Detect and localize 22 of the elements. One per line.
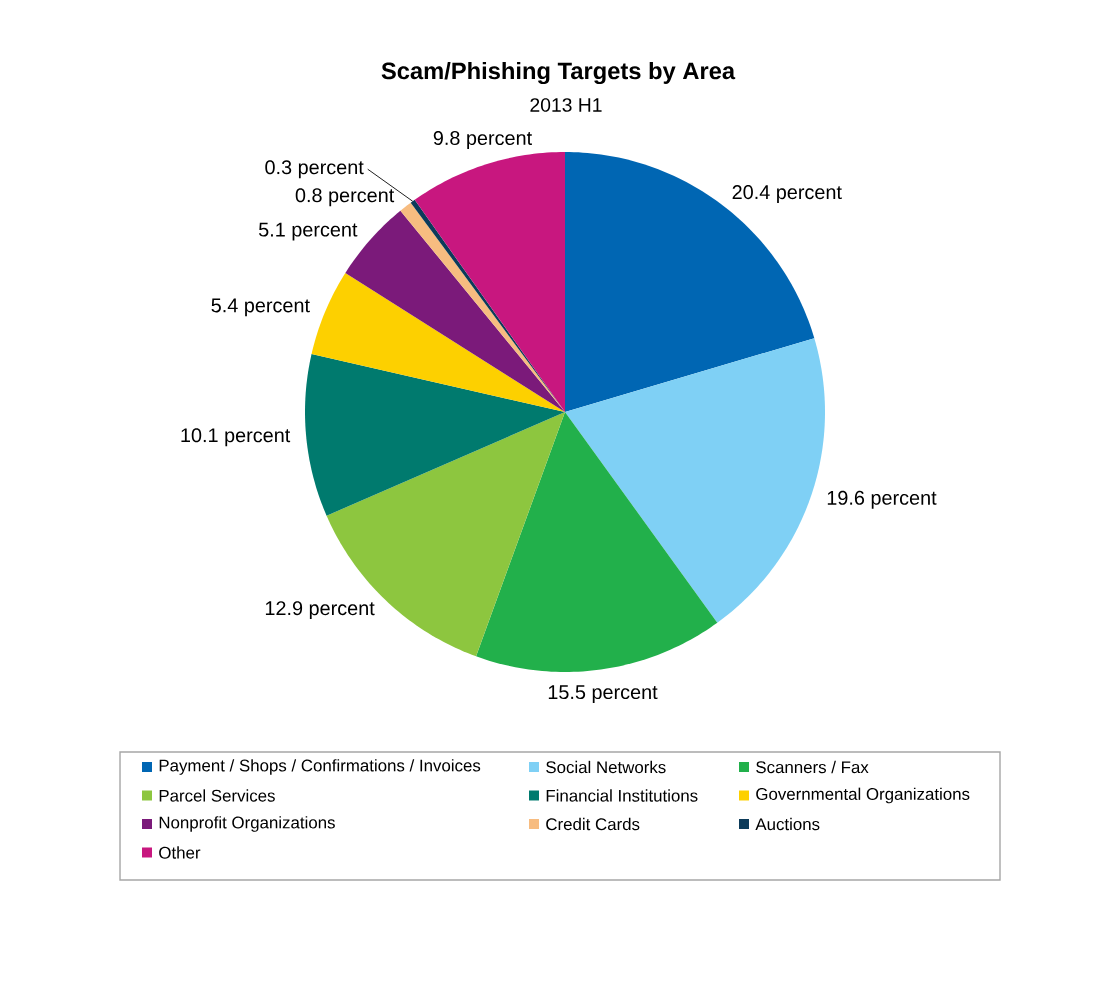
legend-label: Social Networks xyxy=(546,760,666,774)
data-label: 15.5 percent xyxy=(548,685,658,704)
legend-label: Auctions xyxy=(755,817,820,831)
data-label: 0.8 percent xyxy=(295,188,395,207)
data-label: 10.1 percent xyxy=(181,428,291,447)
legend-label: Parcel Services xyxy=(159,789,275,802)
chart-subtitle: 2013 H1 xyxy=(530,98,602,112)
data-label: 0.3 percent xyxy=(265,160,364,179)
data-label: 9.8 percent xyxy=(433,130,532,149)
legend-label: Nonprofit Organizations xyxy=(159,816,335,832)
legend-label: Other xyxy=(159,846,201,859)
data-label: 20.4 percent xyxy=(732,185,842,204)
data-label: 5.1 percent xyxy=(258,222,358,241)
legend-label: Governmental Organizations xyxy=(756,787,970,804)
legend-label: Financial Institutions xyxy=(546,789,698,802)
legend-label: Payment / Shops / Confirmations / Invoices xyxy=(159,759,481,775)
data-label: 5.4 percent xyxy=(211,298,310,317)
legend-label: Scanners / Fax xyxy=(756,760,869,774)
legend-label: Credit Cards xyxy=(546,817,640,831)
chart-title: Scam/Phishing Targets by Area xyxy=(381,61,736,85)
data-label: 19.6 percent xyxy=(827,490,937,509)
data-label: 12.9 percent xyxy=(265,601,375,620)
